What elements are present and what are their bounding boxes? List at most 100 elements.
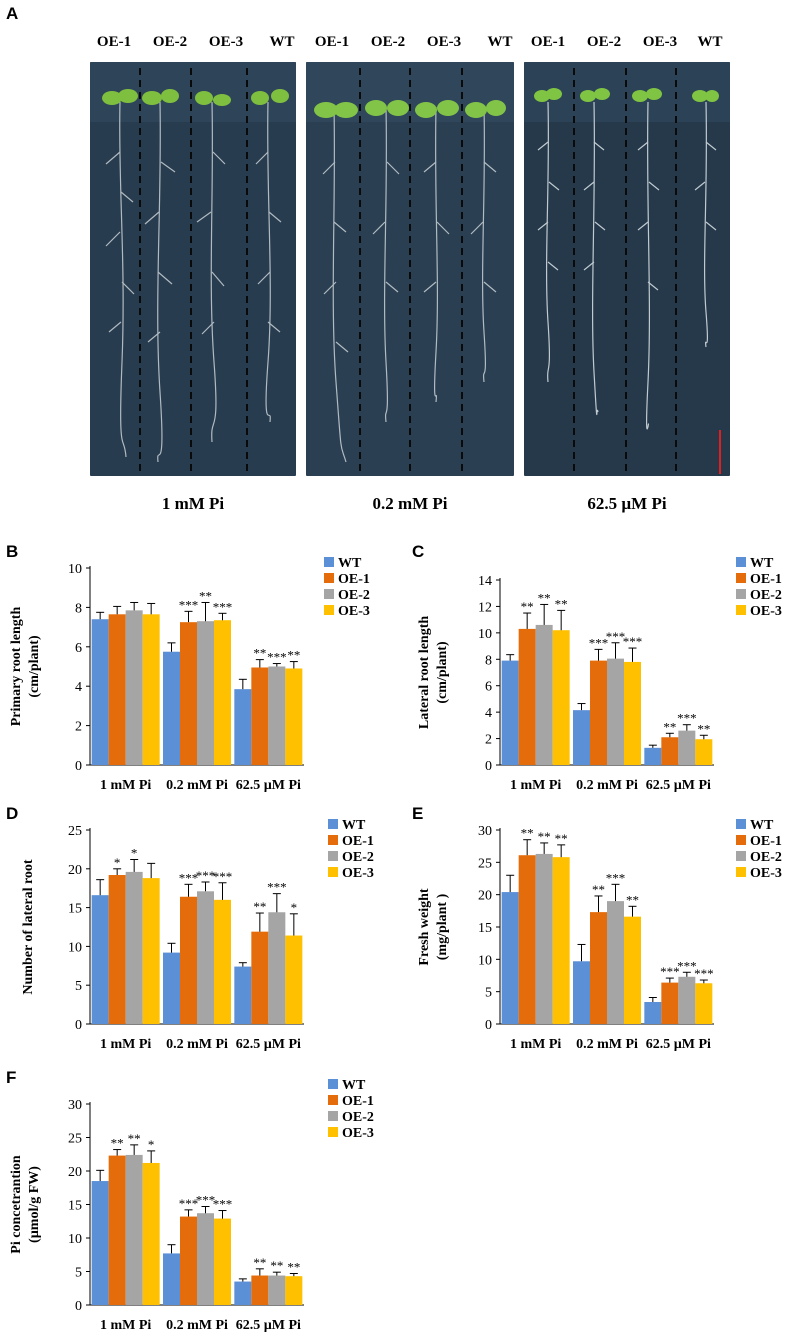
- chart-e-bar-oe-1-0: [518, 855, 536, 1024]
- chart-f-sig-oe-2-1: ***: [196, 1193, 216, 1208]
- chart-b-ytick-label-4: 8: [75, 601, 82, 616]
- chart-e-ylabel-1: (mg/plant ): [435, 893, 450, 960]
- chart-c-ylabel-0: Lateral root length: [417, 616, 432, 729]
- chart-d-legend-label-oe-2: OE-2: [342, 850, 374, 865]
- chart-b-legend-swatch-oe-2: [324, 589, 334, 599]
- chart-e-legend-label-oe-3: OE-3: [750, 866, 782, 881]
- chart-d-sig-oe-2-1: ***: [196, 868, 216, 883]
- chart-c-ytick-label-6: 12: [478, 600, 492, 615]
- chart-c-xtick-label-1: 0.2 mM Pi: [576, 778, 638, 793]
- chart-c-ytick-label-2: 4: [485, 706, 492, 721]
- condition-label-2: 0.2 mM Pi: [372, 494, 448, 513]
- chart-f-xtick-label-0: 1 mM Pi: [100, 1318, 151, 1333]
- chart-b-xtick-label-1: 0.2 mM Pi: [166, 778, 228, 793]
- chart-e-ytick-label-1: 5: [485, 986, 492, 1001]
- panel-letter-c: C: [412, 542, 425, 561]
- chart-c: 0 2 4 6 8 10 12 14 Lateral root length (cm/plant)…: [417, 556, 782, 793]
- chart-f-bar-oe-1-0: [108, 1155, 126, 1305]
- lane-label-2-3: OE-3: [426, 34, 462, 50]
- chart-c-bar-oe-1-0: [518, 628, 536, 765]
- chart-d-bar-oe-3-1: [214, 899, 231, 1024]
- lane-label-1-3: OE-3: [208, 34, 244, 50]
- chart-b-bar-oe-2-1: [197, 621, 214, 765]
- chart-e-sig-oe-3-0: **: [555, 831, 568, 846]
- chart-c-legend-label-wt: WT: [750, 556, 774, 571]
- chart-f-bar-oe-2-2: [268, 1275, 286, 1305]
- lane-label-2-4: WT: [487, 34, 513, 50]
- chart-b-legend-label-oe-3: OE-3: [338, 604, 370, 619]
- chart-e-ytick-label-6: 30: [478, 824, 492, 839]
- chart-c-sig-oe-2-1: ***: [606, 629, 626, 644]
- chart-b-sig-oe-3-2: **: [287, 648, 300, 663]
- chart-c-bar-wt-1: [573, 710, 590, 765]
- lane-label-3-3: OE-3: [642, 34, 678, 50]
- chart-b-legend-label-oe-1: OE-1: [338, 572, 370, 587]
- chart-f-legend-label-oe-2: OE-2: [342, 1110, 374, 1125]
- chart-d-sig-oe-3-2: *: [291, 900, 298, 915]
- lane-label-3-2: OE-2: [586, 34, 622, 50]
- chart-f: 0 5 10 15 20 25 30 Pi concetrantion (µmol/g FW) *…: [9, 1078, 374, 1333]
- chart-d-bar-oe-1-0: [108, 875, 126, 1024]
- chart-e-sig-oe-3-1: **: [626, 892, 639, 907]
- seedling-photo-2-svg: [306, 62, 514, 476]
- chart-b-ylabel-0: Primary root length: [9, 607, 24, 727]
- chart-c-xtick-label-0: 1 mM Pi: [510, 778, 561, 793]
- chart-e-legend-label-wt: WT: [750, 818, 774, 833]
- chart-b-ylabel-1: (cm/plant): [27, 635, 42, 698]
- chart-c-bar-oe-1-1: [590, 660, 607, 765]
- seedling-photo-1-svg: [90, 62, 296, 476]
- chart-d-sig-oe-2-0: *: [131, 845, 138, 860]
- chart-e-bar-oe-3-0: [552, 857, 570, 1024]
- chart-d-bar-oe-2-0: [125, 871, 143, 1024]
- chart-e-sig-oe-1-0: **: [521, 826, 534, 841]
- seedling-photo-1: [90, 62, 296, 476]
- chart-d-ytick-label-1: 5: [75, 979, 82, 994]
- lane-label-1-1: OE-1: [96, 34, 132, 50]
- chart-b-bar-oe-1-1: [180, 622, 197, 765]
- panel-letter-f: F: [6, 1068, 17, 1087]
- chart-d-bar-oe-3-2: [285, 935, 303, 1024]
- lane-label-1-4: WT: [269, 34, 295, 50]
- chart-f-legend-swatch-oe-2: [328, 1111, 338, 1121]
- chart-b-bar-oe-3-2: [285, 668, 303, 765]
- chart-f-legend-label-oe-3: OE-3: [342, 1126, 374, 1141]
- chart-d-bar-wt-1: [163, 952, 180, 1024]
- chart-d-bar-oe-2-2: [268, 912, 286, 1024]
- chart-f-sig-oe-1-0: **: [111, 1136, 124, 1151]
- chart-f-ytick-label-1: 5: [75, 1266, 82, 1281]
- chart-f-bar-oe-3-1: [214, 1218, 231, 1305]
- chart-b-sig-oe-1-2: **: [253, 646, 266, 661]
- chart-f-xtick-label-2: 62.5 µM Pi: [236, 1318, 301, 1333]
- chart-e-bar-oe-2-2: [678, 976, 696, 1024]
- chart-f-legend-swatch-oe-1: [328, 1095, 338, 1105]
- chart-e-sig-oe-2-1: ***: [606, 870, 626, 885]
- chart-d-legend-swatch-oe-2: [328, 851, 338, 861]
- chart-e-bar-oe-1-2: [661, 982, 679, 1024]
- chart-c-bar-oe-3-0: [552, 630, 570, 765]
- chart-b-bar-oe-1-2: [251, 667, 269, 765]
- chart-e-sig-oe-3-2: ***: [694, 966, 714, 981]
- condition-label-3: 62.5 µM Pi: [587, 494, 667, 513]
- chart-d-sig-oe-3-1: ***: [213, 869, 233, 884]
- chart-c-bar-oe-1-2: [661, 737, 679, 765]
- chart-c-sig-oe-2-2: ***: [677, 711, 697, 726]
- chart-e-ytick-label-4: 20: [478, 889, 492, 904]
- chart-d-sig-oe-1-1: ***: [179, 870, 199, 885]
- chart-c-legend-swatch-oe-3: [736, 605, 746, 615]
- lane-label-1-2: OE-2: [152, 34, 188, 50]
- chart-c-ylabel-1: (cm/plant): [435, 641, 450, 704]
- chart-c-ytick-label-5: 10: [478, 627, 492, 642]
- chart-e-ytick-label-5: 25: [478, 856, 492, 871]
- chart-e-xtick-label-2: 62.5 µM Pi: [646, 1037, 711, 1052]
- chart-e-legend-label-oe-2: OE-2: [750, 850, 782, 865]
- chart-f-sig-oe-3-0: *: [148, 1137, 155, 1152]
- chart-d-legend-label-oe-1: OE-1: [342, 834, 374, 849]
- chart-b-bar-oe-1-0: [108, 614, 126, 765]
- chart-f-ylabel-1: (µmol/g FW): [27, 1166, 42, 1243]
- chart-f-ylabel-0: Pi concetrantion: [9, 1155, 24, 1254]
- chart-d-ytick-label-5: 25: [68, 824, 82, 839]
- chart-e-legend-swatch-oe-2: [736, 851, 746, 861]
- chart-e-ytick-label-2: 10: [478, 953, 492, 968]
- chart-d-legend-swatch-oe-3: [328, 867, 338, 877]
- chart-f-bar-oe-2-1: [197, 1213, 214, 1305]
